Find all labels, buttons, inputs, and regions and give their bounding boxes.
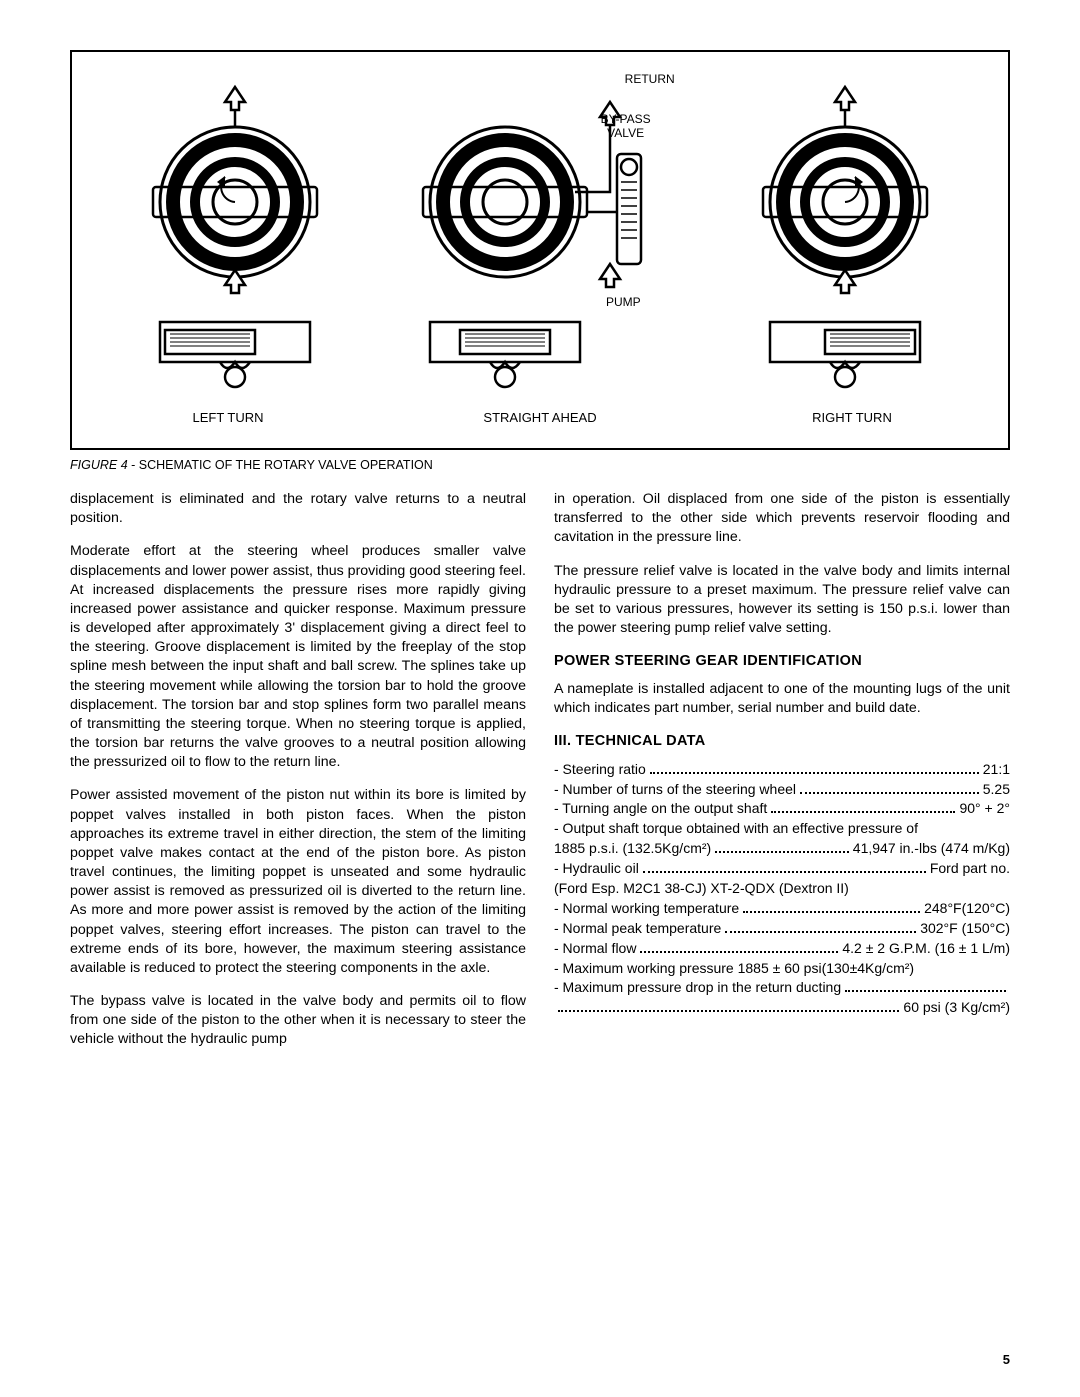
technical-data-list: - Steering ratio21:1- Number of turns of…: [554, 760, 1010, 1018]
spec-label: - Maximum pressure drop in the return du…: [554, 978, 841, 997]
return-label: RETURN: [625, 72, 675, 86]
spec-value: 60 psi (3 Kg/cm²): [903, 998, 1010, 1017]
spec-wrap: - Output shaft torque obtained with an e…: [554, 819, 1010, 838]
caption-left: LEFT TURN: [72, 410, 384, 425]
spec-value: 4.2 ± 2 G.P.M. (16 ± 1 L/m): [842, 939, 1010, 958]
figure-number: FIGURE 4: [70, 458, 128, 472]
paragraph: The bypass valve is located in the valve…: [70, 992, 526, 1050]
page-number: 5: [1003, 1352, 1010, 1367]
rotary-valve-icon: [125, 72, 345, 392]
spec-value: 41,947 in.-lbs (474 m/Kg): [853, 839, 1010, 858]
right-column: in operation. Oil displaced from one sid…: [554, 490, 1010, 1064]
spec-wrap: - Maximum working pressure 1885 ± 60 psi…: [554, 959, 1010, 978]
rotary-valve-icon: [735, 72, 955, 392]
spec-line: - Turning angle on the output shaft 90° +…: [554, 799, 1010, 818]
dot-leader: [558, 1010, 899, 1012]
body-columns: displacement is eliminated and the rotar…: [70, 490, 1010, 1064]
spec-label: - Normal flow: [554, 939, 636, 958]
dot-leader: [800, 792, 979, 794]
spec-line: - Normal working temperature 248°F(120°C): [554, 899, 1010, 918]
spec-label: 1885 p.s.i. (132.5Kg/cm²): [554, 839, 711, 858]
dot-leader: [715, 851, 849, 853]
spec-line: - Maximum pressure drop in the return du…: [554, 978, 1010, 997]
spec-label: - Turning angle on the output shaft: [554, 799, 767, 818]
dot-leader: [845, 990, 1006, 992]
spec-line: - Steering ratio 21:1: [554, 760, 1010, 779]
pump-label: PUMP: [606, 295, 641, 309]
paragraph: displacement is eliminated and the rotar…: [70, 490, 526, 528]
left-column: displacement is eliminated and the rotar…: [70, 490, 526, 1064]
paragraph: The pressure relief valve is located in …: [554, 562, 1010, 639]
dot-leader: [771, 811, 955, 813]
caption-right: RIGHT TURN: [696, 410, 1008, 425]
spec-line: - Hydraulic oil Ford part no.: [554, 859, 1010, 878]
spec-line: - Normal flow 4.2 ± 2 G.P.M. (16 ± 1 L/m): [554, 939, 1010, 958]
spec-line: - Number of turns of the steering wheel 5…: [554, 780, 1010, 799]
paragraph: Moderate effort at the steering wheel pr…: [70, 542, 526, 772]
spec-label: - Steering ratio: [554, 760, 646, 779]
figure-caption-text: - SCHEMATIC OF THE ROTARY VALVE OPERATIO…: [128, 458, 433, 472]
paragraph: in operation. Oil displaced from one sid…: [554, 490, 1010, 548]
spec-value: 5.25: [983, 780, 1010, 799]
dot-leader: [643, 871, 926, 873]
spec-line: 1885 p.s.i. (132.5Kg/cm²) 41,947 in.-lbs …: [554, 839, 1010, 858]
spec-label: - Number of turns of the steering wheel: [554, 780, 796, 799]
spec-value: 21:1: [983, 760, 1010, 779]
spec-label: - Hydraulic oil: [554, 859, 639, 878]
spec-wrap: (Ford Esp. M2C1 38-CJ) XT-2-QDX (Dextron…: [554, 879, 1010, 898]
dot-leader: [640, 951, 838, 953]
figure-caption: FIGURE 4 - SCHEMATIC OF THE ROTARY VALVE…: [70, 458, 1010, 472]
page: RETURN BY-PASS VALVE PUMP: [0, 0, 1080, 1397]
spec-value: Ford part no.: [930, 859, 1010, 878]
spec-line: 60 psi (3 Kg/cm²): [554, 998, 1010, 1017]
paragraph: Power assisted movement of the piston nu…: [70, 786, 526, 978]
dot-leader: [725, 931, 916, 933]
paragraph: A nameplate is installed adjacent to one…: [554, 680, 1010, 718]
schematic-right-turn: [693, 72, 998, 392]
bypass-valve-label: BY-PASS VALVE: [601, 112, 651, 140]
spec-label: - Normal peak temperature: [554, 919, 721, 938]
schematic-left-turn: [82, 72, 387, 392]
spec-value: 302°F (150°C): [920, 919, 1010, 938]
schematic-straight-ahead: RETURN BY-PASS VALVE PUMP: [387, 72, 692, 392]
caption-straight: STRAIGHT AHEAD: [384, 410, 696, 425]
spec-value: 90° + 2°: [959, 799, 1010, 818]
dot-leader: [743, 911, 920, 913]
schematic-captions: LEFT TURN STRAIGHT AHEAD RIGHT TURN: [72, 402, 1008, 437]
spec-value: 248°F(120°C): [924, 899, 1010, 918]
heading-technical-data: III. TECHNICAL DATA: [554, 732, 1010, 752]
heading-identification: POWER STEERING GEAR IDENTIFICATION: [554, 652, 1010, 672]
schematic-row: RETURN BY-PASS VALVE PUMP: [72, 52, 1008, 402]
dot-leader: [650, 772, 979, 774]
spec-label: - Normal working temperature: [554, 899, 739, 918]
spec-line: - Normal peak temperature 302°F (150°C): [554, 919, 1010, 938]
figure-box: RETURN BY-PASS VALVE PUMP: [70, 50, 1010, 450]
